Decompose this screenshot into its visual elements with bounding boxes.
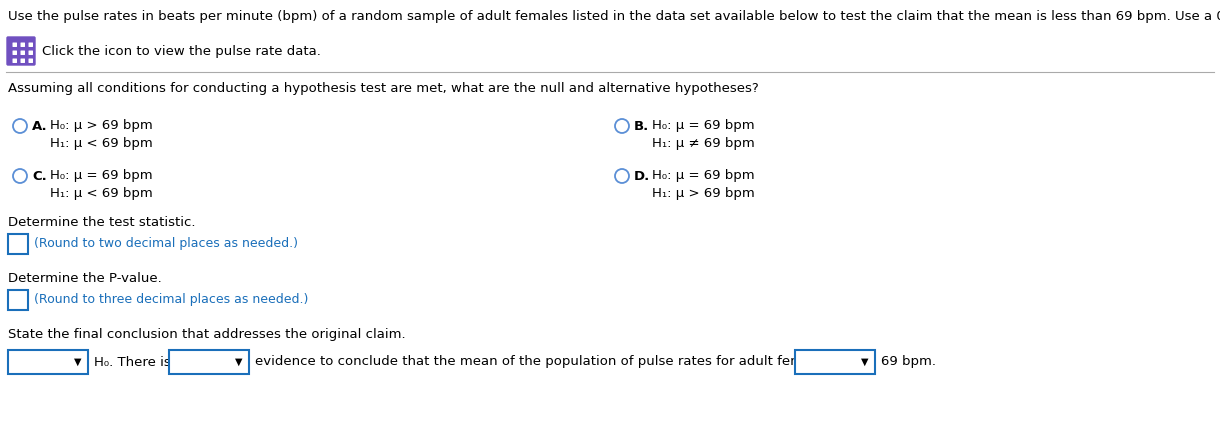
FancyBboxPatch shape	[21, 59, 24, 63]
FancyBboxPatch shape	[12, 51, 17, 55]
Text: H₀: μ = 69 bpm: H₀: μ = 69 bpm	[651, 169, 755, 182]
Text: B.: B.	[634, 120, 649, 133]
FancyBboxPatch shape	[9, 234, 28, 254]
FancyBboxPatch shape	[795, 350, 875, 374]
FancyBboxPatch shape	[28, 43, 33, 47]
FancyBboxPatch shape	[21, 43, 24, 47]
Text: State the final conclusion that addresses the original claim.: State the final conclusion that addresse…	[9, 328, 405, 341]
FancyBboxPatch shape	[7, 37, 35, 65]
Text: H₀: μ = 69 bpm: H₀: μ = 69 bpm	[651, 120, 755, 133]
Text: H₀. There is: H₀. There is	[94, 356, 171, 369]
FancyBboxPatch shape	[9, 290, 28, 310]
FancyBboxPatch shape	[170, 350, 249, 374]
Text: H₁: μ > 69 bpm: H₁: μ > 69 bpm	[651, 188, 755, 201]
FancyBboxPatch shape	[9, 350, 88, 374]
Text: H₁: μ ≠ 69 bpm: H₁: μ ≠ 69 bpm	[651, 138, 755, 151]
Text: H₁: μ < 69 bpm: H₁: μ < 69 bpm	[50, 138, 152, 151]
Text: evidence to conclude that the mean of the population of pulse rates for adult fe: evidence to conclude that the mean of th…	[255, 356, 845, 369]
Text: D.: D.	[634, 169, 650, 182]
Text: C.: C.	[32, 169, 46, 182]
Text: H₀: μ = 69 bpm: H₀: μ = 69 bpm	[50, 169, 152, 182]
Text: (Round to three decimal places as needed.): (Round to three decimal places as needed…	[34, 293, 309, 306]
FancyBboxPatch shape	[12, 43, 17, 47]
Text: Determine the test statistic.: Determine the test statistic.	[9, 216, 195, 229]
Text: ▼: ▼	[861, 357, 869, 367]
Text: Click the icon to view the pulse rate data.: Click the icon to view the pulse rate da…	[41, 44, 321, 57]
Text: (Round to two decimal places as needed.): (Round to two decimal places as needed.)	[34, 237, 298, 250]
FancyBboxPatch shape	[21, 51, 24, 55]
Text: Determine the P-value.: Determine the P-value.	[9, 272, 162, 285]
FancyBboxPatch shape	[28, 59, 33, 63]
FancyBboxPatch shape	[28, 51, 33, 55]
Text: H₀: μ > 69 bpm: H₀: μ > 69 bpm	[50, 120, 152, 133]
Text: 69 bpm.: 69 bpm.	[881, 356, 936, 369]
Text: A.: A.	[32, 120, 48, 133]
Text: Use the pulse rates in beats per minute (bpm) of a random sample of adult female: Use the pulse rates in beats per minute …	[9, 10, 1220, 23]
FancyBboxPatch shape	[12, 59, 17, 63]
Text: ▼: ▼	[74, 357, 82, 367]
Text: H₁: μ < 69 bpm: H₁: μ < 69 bpm	[50, 188, 152, 201]
Text: Assuming all conditions for conducting a hypothesis test are met, what are the n: Assuming all conditions for conducting a…	[9, 82, 759, 95]
Text: ▼: ▼	[235, 357, 243, 367]
